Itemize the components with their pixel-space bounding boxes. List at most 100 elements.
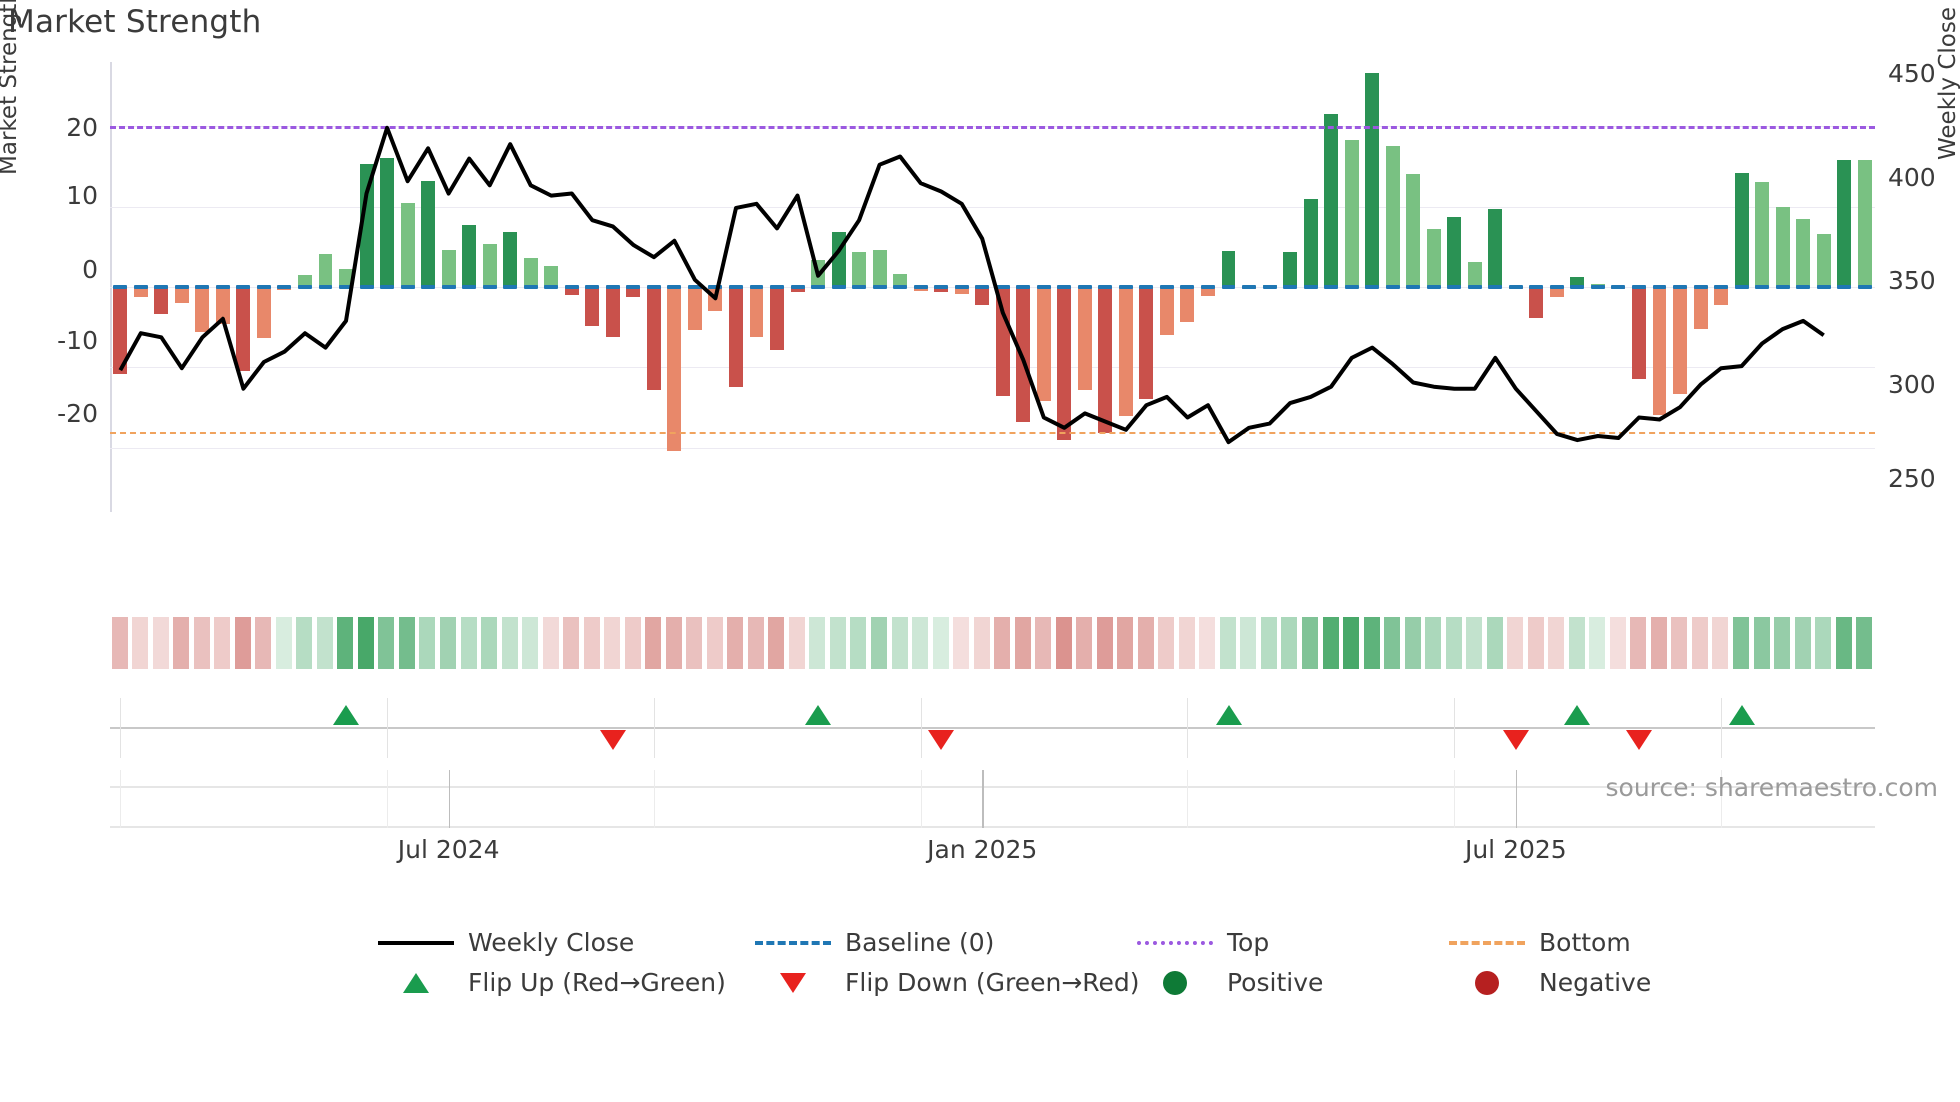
strength-bar[interactable] (215, 287, 230, 324)
strength-bar[interactable] (585, 287, 600, 326)
strength-bar[interactable] (564, 287, 579, 296)
strength-bar[interactable] (380, 158, 395, 287)
heat-cell[interactable] (1035, 617, 1052, 669)
flip-up-marker[interactable] (1564, 705, 1591, 725)
heat-cell[interactable] (419, 617, 436, 669)
heat-cell[interactable] (1568, 617, 1585, 669)
heat-cell[interactable] (316, 617, 333, 669)
heat-cell[interactable] (132, 617, 149, 669)
strength-bar[interactable] (728, 287, 743, 388)
strength-bar[interactable] (605, 287, 620, 337)
heat-cell[interactable] (1281, 617, 1298, 669)
strength-bar[interactable] (1693, 287, 1708, 329)
strength-bar[interactable] (1816, 233, 1831, 287)
strength-bar[interactable] (749, 287, 764, 337)
heat-cell[interactable] (1260, 617, 1277, 669)
heat-cell[interactable] (727, 617, 744, 669)
strength-bar[interactable] (1180, 287, 1195, 322)
heat-cell[interactable] (1774, 617, 1791, 669)
heat-cell[interactable] (1609, 617, 1626, 669)
strength-bar[interactable] (318, 254, 333, 287)
strength-bar[interactable] (1775, 207, 1790, 287)
heat-cell[interactable] (1630, 617, 1647, 669)
heat-cell[interactable] (1076, 617, 1093, 669)
heat-cell[interactable] (275, 617, 292, 669)
heat-cell[interactable] (604, 617, 621, 669)
heat-cell[interactable] (829, 617, 846, 669)
strength-bar[interactable] (1755, 181, 1770, 287)
heat-cell[interactable] (440, 617, 456, 669)
heat-cell[interactable] (1219, 617, 1236, 669)
heat-cell[interactable] (809, 617, 826, 669)
heat-cell[interactable] (542, 617, 559, 669)
legend-item-top[interactable]: Top (1137, 928, 1269, 957)
strength-bar[interactable] (1857, 160, 1872, 287)
legend-item-baseline[interactable]: Baseline (0) (755, 928, 994, 957)
heat-cell[interactable] (665, 617, 682, 669)
strength-bar[interactable] (1077, 287, 1092, 390)
strength-bar[interactable] (462, 225, 477, 287)
strength-bar[interactable] (626, 287, 641, 297)
strength-bar[interactable] (503, 232, 518, 287)
strength-bar[interactable] (893, 274, 908, 287)
strength-bar[interactable] (482, 243, 497, 287)
heat-cell[interactable] (624, 617, 641, 669)
heat-cell[interactable] (768, 617, 785, 669)
heat-cell[interactable] (378, 617, 395, 669)
strength-bar[interactable] (1406, 173, 1421, 287)
strength-bar[interactable] (174, 287, 189, 304)
strength-bar[interactable] (1632, 287, 1646, 379)
strength-bar[interactable] (1570, 277, 1585, 287)
heat-cell[interactable] (953, 617, 970, 669)
heat-cell[interactable] (706, 617, 723, 669)
heat-cell[interactable] (1712, 617, 1729, 669)
heat-cell[interactable] (1794, 617, 1811, 669)
heat-cell[interactable] (1055, 617, 1072, 669)
heat-cell[interactable] (932, 617, 949, 669)
heat-cell[interactable] (481, 617, 498, 669)
strength-bar[interactable] (1324, 114, 1339, 287)
strength-bar[interactable] (441, 250, 456, 287)
strength-bar[interactable] (852, 251, 867, 287)
strength-bar[interactable] (913, 287, 928, 292)
strength-bar[interactable] (667, 287, 682, 451)
heat-cell[interactable] (645, 617, 662, 669)
strength-bar[interactable] (1303, 198, 1318, 287)
heat-cell[interactable] (1199, 617, 1216, 669)
heat-cell[interactable] (337, 617, 354, 669)
heat-cell[interactable] (1301, 617, 1318, 669)
flip-down-marker[interactable] (1502, 730, 1529, 750)
legend-item-positive[interactable]: Positive (1137, 968, 1323, 997)
heat-cell[interactable] (1527, 617, 1544, 669)
strength-bar[interactable] (1673, 287, 1687, 394)
flip-up-marker[interactable] (1215, 705, 1242, 725)
heat-cell[interactable] (255, 617, 272, 669)
strength-bar[interactable] (339, 268, 353, 287)
flip-up-marker[interactable] (1728, 705, 1755, 725)
heat-cell[interactable] (152, 617, 169, 669)
strength-bar[interactable] (872, 250, 887, 287)
strength-bar[interactable] (1139, 287, 1154, 399)
strength-bar[interactable] (1385, 146, 1400, 287)
strength-bar[interactable] (1837, 160, 1852, 287)
heat-cell[interactable] (522, 617, 539, 669)
heat-cell[interactable] (1815, 617, 1832, 669)
strength-bar[interactable] (1652, 287, 1667, 415)
heat-cell[interactable] (1404, 617, 1421, 669)
flip-down-marker[interactable] (599, 730, 626, 750)
heat-cell[interactable] (1691, 617, 1708, 669)
heat-cell[interactable] (747, 617, 764, 669)
strength-bar[interactable] (1488, 209, 1503, 287)
heat-cell[interactable] (1548, 617, 1565, 669)
strength-bar[interactable] (1221, 250, 1236, 287)
heat-cell[interactable] (398, 617, 415, 669)
heat-cell[interactable] (111, 617, 128, 669)
strength-bar[interactable] (133, 287, 148, 297)
heat-cell[interactable] (193, 617, 210, 669)
heat-cell[interactable] (1486, 617, 1503, 669)
heat-cell[interactable] (234, 617, 251, 669)
legend-item-bottom[interactable]: Bottom (1449, 928, 1631, 957)
heat-cell[interactable] (973, 617, 990, 669)
flip-down-marker[interactable] (1625, 730, 1652, 750)
heat-cell[interactable] (1137, 617, 1154, 669)
